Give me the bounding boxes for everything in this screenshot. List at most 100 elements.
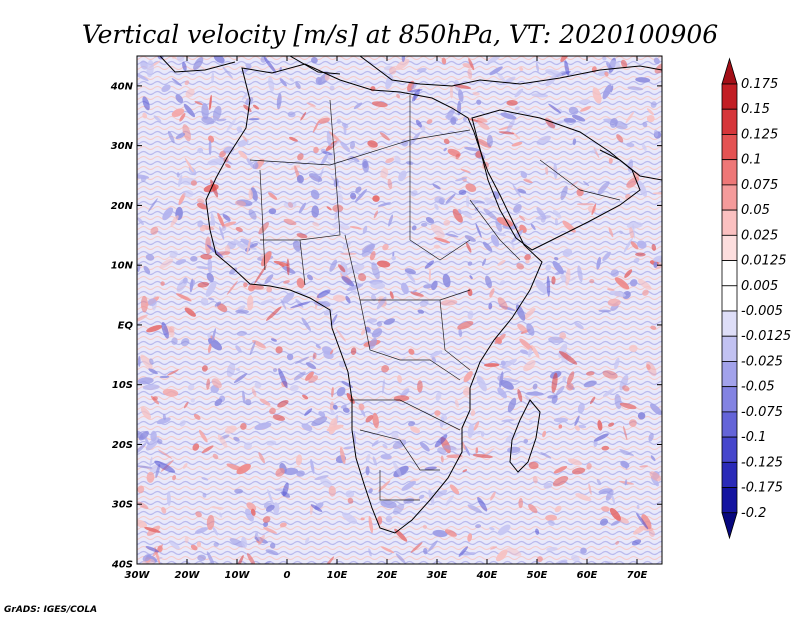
updraft-patch bbox=[190, 180, 197, 186]
updraft-patch bbox=[216, 303, 228, 313]
downdraft-patch bbox=[323, 308, 333, 316]
x-tick-label: 30W bbox=[125, 570, 151, 581]
updraft-patch bbox=[194, 101, 203, 106]
downdraft-patch bbox=[500, 379, 514, 390]
x-tick-label: 10E bbox=[327, 570, 348, 581]
updraft-patch bbox=[597, 420, 603, 431]
updraft-patch bbox=[185, 88, 195, 98]
plot-area bbox=[137, 56, 662, 564]
downdraft-patch bbox=[610, 85, 614, 93]
updraft-patch bbox=[602, 370, 618, 379]
downdraft-patch bbox=[404, 268, 416, 275]
updraft-patch bbox=[217, 434, 228, 448]
updraft-patch bbox=[652, 192, 662, 195]
downdraft-patch bbox=[493, 231, 507, 237]
updraft-patch bbox=[394, 528, 408, 542]
downdraft-patch bbox=[463, 444, 471, 456]
colorbar-segment bbox=[721, 386, 738, 413]
updraft-patch bbox=[236, 463, 251, 475]
downdraft-patch bbox=[602, 251, 611, 262]
downdraft-patch bbox=[241, 87, 253, 100]
y-tick-label: 20S bbox=[112, 440, 133, 451]
updraft-patch bbox=[206, 378, 210, 390]
updraft-patch bbox=[376, 260, 391, 268]
downdraft-patch bbox=[336, 118, 342, 124]
downdraft-patch bbox=[427, 540, 438, 552]
strong-velocity-patch bbox=[310, 504, 323, 512]
y-tick-label: 20N bbox=[111, 201, 134, 212]
updraft-patch bbox=[460, 168, 471, 173]
strong-velocity-patch bbox=[477, 496, 488, 512]
downdraft-patch bbox=[201, 477, 209, 481]
updraft-patch bbox=[601, 506, 610, 512]
updraft-patch bbox=[484, 363, 500, 367]
updraft-patch bbox=[198, 429, 208, 443]
updraft-patch bbox=[372, 195, 380, 202]
updraft-patch bbox=[159, 258, 174, 269]
downdraft-patch bbox=[175, 259, 187, 265]
downdraft-patch bbox=[362, 225, 368, 234]
updraft-patch bbox=[639, 465, 649, 468]
downdraft-patch bbox=[169, 250, 178, 259]
downdraft-patch bbox=[236, 331, 247, 337]
downdraft-patch bbox=[637, 412, 646, 420]
downdraft-patch bbox=[193, 57, 204, 71]
downdraft-patch bbox=[311, 205, 320, 218]
downdraft-patch bbox=[342, 240, 351, 250]
downdraft-patch bbox=[326, 130, 332, 147]
downdraft-patch bbox=[602, 84, 612, 100]
downdraft-patch bbox=[168, 540, 180, 550]
downdraft-patch bbox=[431, 280, 438, 291]
downdraft-patch bbox=[223, 146, 235, 154]
downdraft-patch bbox=[432, 183, 441, 190]
downdraft-patch bbox=[405, 161, 414, 165]
downdraft-patch bbox=[286, 353, 294, 361]
updraft-patch bbox=[641, 514, 652, 530]
colorbar-label: -0.2 bbox=[741, 506, 766, 521]
downdraft-patch bbox=[235, 345, 242, 353]
updraft-patch bbox=[624, 269, 633, 278]
downdraft-patch bbox=[497, 72, 506, 82]
downdraft-patch bbox=[432, 529, 448, 538]
downdraft-patch bbox=[293, 371, 306, 381]
downdraft-patch bbox=[482, 258, 487, 266]
updraft-patch bbox=[592, 87, 602, 104]
updraft-patch bbox=[463, 371, 473, 383]
updraft-patch bbox=[518, 497, 524, 509]
downdraft-patch bbox=[183, 103, 196, 118]
downdraft-patch bbox=[571, 114, 586, 122]
updraft-patch bbox=[161, 506, 167, 514]
updraft-patch bbox=[211, 378, 222, 389]
downdraft-patch bbox=[580, 547, 587, 554]
downdraft-patch bbox=[626, 142, 635, 148]
downdraft-patch bbox=[423, 284, 433, 289]
x-tick-label: 40E bbox=[476, 570, 498, 581]
downdraft-patch bbox=[619, 230, 624, 234]
downdraft-patch bbox=[574, 322, 584, 330]
downdraft-patch bbox=[267, 489, 274, 505]
downdraft-patch bbox=[137, 174, 150, 179]
updraft-patch bbox=[246, 553, 256, 564]
downdraft-patch bbox=[137, 264, 141, 273]
strong-velocity-patch bbox=[142, 96, 150, 111]
updraft-patch bbox=[619, 402, 637, 410]
downdraft-patch bbox=[371, 328, 383, 338]
downdraft-patch bbox=[245, 399, 252, 406]
colorbar-label: -0.05 bbox=[741, 380, 775, 395]
updraft-patch bbox=[523, 179, 533, 184]
downdraft-patch bbox=[189, 278, 194, 293]
downdraft-patch bbox=[395, 553, 406, 564]
updraft-patch bbox=[262, 527, 278, 534]
downdraft-patch bbox=[248, 209, 257, 220]
updraft-patch bbox=[566, 382, 574, 391]
downdraft-patch bbox=[342, 512, 358, 524]
colorbar-segment bbox=[721, 310, 738, 337]
downdraft-patch bbox=[568, 276, 578, 282]
downdraft-patch bbox=[329, 85, 335, 91]
updraft-patch bbox=[273, 260, 289, 267]
downdraft-patch bbox=[179, 420, 186, 427]
downdraft-patch bbox=[562, 375, 567, 382]
updraft-patch bbox=[335, 328, 346, 342]
colorbar-label: 0.0125 bbox=[741, 254, 787, 269]
updraft-patch bbox=[545, 514, 557, 522]
